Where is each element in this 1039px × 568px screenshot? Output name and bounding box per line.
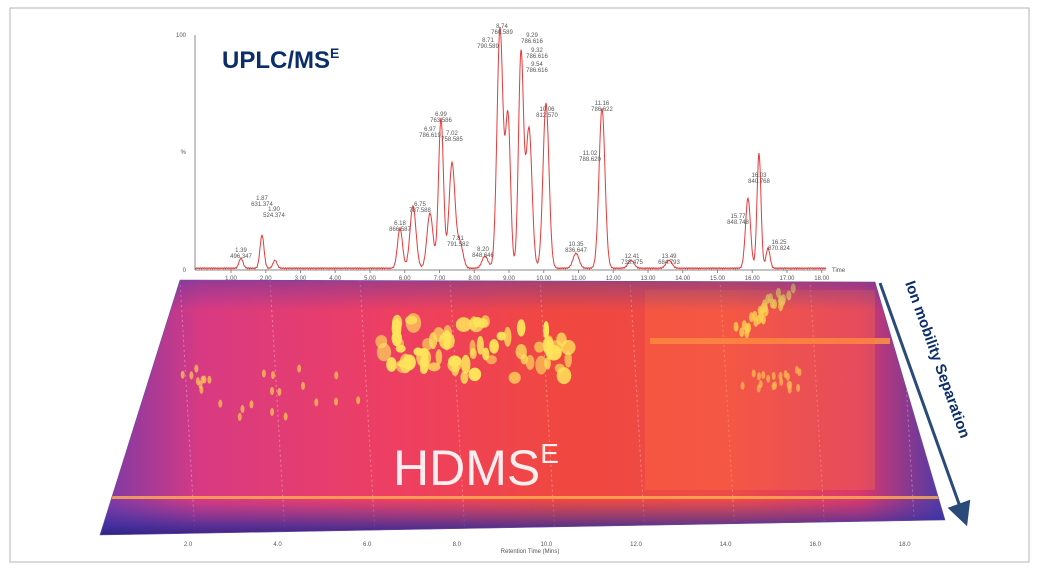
peak-rt: 13.49 bbox=[661, 254, 677, 260]
peak-mz: 786.616 bbox=[526, 54, 548, 60]
x-tick-label: 10.0 bbox=[541, 542, 553, 548]
peak-rt: 9.54 bbox=[531, 62, 543, 68]
peak-mz: 787.588 bbox=[409, 208, 431, 214]
x-tick-label: 7.00 bbox=[434, 276, 446, 282]
x-tick-label: 14.00 bbox=[675, 276, 691, 282]
heatmap-border bbox=[99, 279, 946, 536]
peak-rt: 7.81 bbox=[452, 236, 464, 242]
peak-mz: 524.374 bbox=[263, 213, 285, 219]
peak-mz: 790.589 bbox=[477, 44, 499, 50]
peak-rt: 6.18 bbox=[394, 221, 406, 227]
peak-rt: 8.71 bbox=[482, 38, 494, 44]
x-tick-label: 8.0 bbox=[453, 542, 462, 548]
peak-mz: 786.619 bbox=[419, 133, 441, 139]
peak-mz: 496.347 bbox=[230, 254, 252, 260]
peak-rt: 1.39 bbox=[235, 248, 247, 254]
peak-mz: 870.824 bbox=[768, 246, 790, 252]
x-tick-label: 14.0 bbox=[720, 542, 732, 548]
x-tick-label: 8.00 bbox=[468, 276, 480, 282]
x-tick-label: 16.00 bbox=[745, 276, 761, 282]
peak-rt: 15.77 bbox=[730, 214, 746, 220]
trace bbox=[194, 26, 827, 271]
x-tick-label: 11.00 bbox=[571, 276, 586, 282]
x-tick-label: 4.0 bbox=[273, 542, 282, 548]
x-tick-label: 10.00 bbox=[536, 276, 552, 282]
x-tick-label: 18.0 bbox=[899, 542, 911, 548]
peak-rt: 7.02 bbox=[446, 131, 458, 137]
peak-mz: 786.616 bbox=[521, 39, 543, 45]
x-axis-label: Retention Time (Mins) bbox=[501, 549, 560, 555]
heatmap bbox=[100, 280, 945, 535]
y-tick-label: 100 bbox=[176, 33, 187, 39]
x-tick-label: 12.0 bbox=[630, 542, 642, 548]
arrow bbox=[878, 282, 971, 527]
y-axis-label: % bbox=[181, 150, 187, 156]
y-tick-label: 0 bbox=[183, 268, 187, 274]
peak-mz: 684.793 bbox=[658, 260, 680, 266]
peak-rt: 6.75 bbox=[414, 202, 426, 208]
peak-rt: 9.32 bbox=[531, 48, 543, 54]
peak-mz: 786.622 bbox=[591, 107, 613, 113]
peak-rt: 10.06 bbox=[539, 107, 555, 113]
x-tick-label: 12.00 bbox=[606, 276, 622, 282]
peak-rt: 6.99 bbox=[435, 112, 447, 118]
peak-rt: 8.74 bbox=[496, 24, 508, 30]
peak-mz: 758.585 bbox=[441, 137, 463, 143]
heatmap-label: HDMSE bbox=[393, 438, 559, 496]
peak-mz: 840.768 bbox=[748, 179, 770, 185]
peak-mz: 631.374 bbox=[251, 202, 273, 208]
x-tick-label: 5.00 bbox=[364, 276, 376, 282]
peak-rt: 1.87 bbox=[256, 196, 268, 202]
peak-mz: 848.748 bbox=[727, 220, 749, 226]
peak-rt: 8.20 bbox=[477, 247, 489, 253]
x-tick-label: 3.00 bbox=[295, 276, 307, 282]
peak-rt: 1.90 bbox=[268, 207, 280, 213]
x-tick-label: 9.00 bbox=[503, 276, 515, 282]
frame bbox=[9, 7, 1030, 563]
peak-rt: 11.16 bbox=[595, 101, 610, 107]
peak-mz: 836.647 bbox=[565, 248, 587, 254]
peak-rt: 11.02 bbox=[583, 151, 598, 157]
peak-mz: 788.620 bbox=[579, 157, 601, 163]
peak-rt: 10.35 bbox=[568, 242, 584, 248]
x-tick-label: 4.00 bbox=[329, 276, 341, 282]
x-tick-label: 2.0 bbox=[184, 542, 193, 548]
x-tick-label: 18.00 bbox=[814, 276, 830, 282]
x-tick-label: 1.00 bbox=[225, 276, 237, 282]
title: UPLC/MSE bbox=[222, 45, 339, 74]
x-tick-label: 13.00 bbox=[640, 276, 656, 282]
peak-rt: 12.41 bbox=[624, 254, 640, 260]
x-tick-label: 16.0 bbox=[809, 542, 821, 548]
x-tick-label: 2.00 bbox=[260, 276, 272, 282]
peak-mz: 848.646 bbox=[472, 253, 494, 259]
x-tick-label: 6.0 bbox=[363, 542, 372, 548]
x-tick-label: 6.00 bbox=[399, 276, 411, 282]
peak-mz: 791.582 bbox=[447, 242, 469, 248]
peak-rt: 16.25 bbox=[771, 240, 787, 246]
peak-mz: 760.589 bbox=[491, 30, 513, 36]
x-tick-label: 17.00 bbox=[779, 276, 795, 282]
peak-rt: 6.97 bbox=[424, 127, 436, 133]
peak-mz: 763.586 bbox=[430, 118, 452, 124]
peak-mz: 812.570 bbox=[536, 113, 558, 119]
peak-rt: 9.29 bbox=[526, 33, 538, 39]
peak-rt: 16.03 bbox=[751, 173, 767, 179]
peak-mz: 786.616 bbox=[526, 68, 548, 74]
chromatogram: 100 % 0 Time 1.00 2.00 3.00 4.00 5.00 6.00 7.0… bbox=[176, 24, 846, 282]
peak-mz: 866.587 bbox=[389, 227, 411, 233]
x-tick-label: 15.00 bbox=[710, 276, 726, 282]
peak-mz: 738.475 bbox=[621, 260, 643, 266]
x-axis-label: Time bbox=[832, 268, 846, 274]
